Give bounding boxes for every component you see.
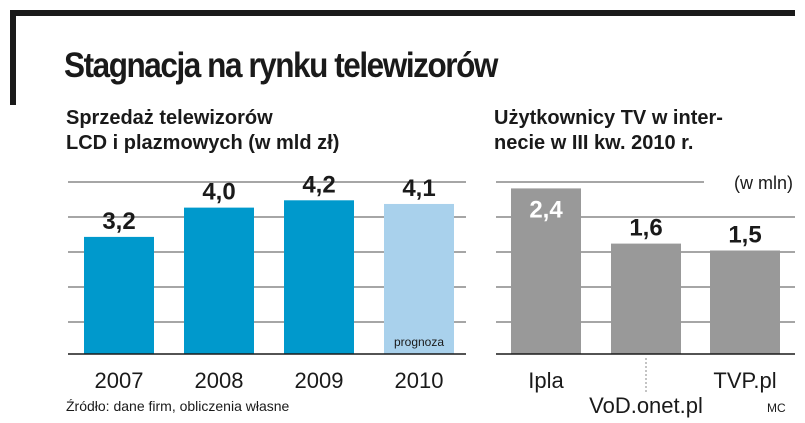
right-bar-0	[511, 188, 581, 354]
left-category-label-2: 2009	[295, 368, 344, 393]
page-title: Stagnacja na rynku telewizorów	[64, 46, 498, 85]
frame-left-rule	[10, 10, 16, 105]
author-credit: MC	[767, 401, 786, 415]
right-category-label-0: Ipla	[528, 368, 564, 393]
left-bar-2008	[184, 207, 254, 354]
left-value-label-3: 4,1	[402, 175, 435, 202]
right-category-label-2: TVP.pl	[713, 368, 776, 393]
right-chart-title-line-1: Użytkownicy TV w inter-	[494, 107, 723, 129]
source-note: Źródło: dane firm, obliczenia własne	[66, 398, 290, 414]
right-chart-title: Użytkownicy TV w inter- necie w III kw. …	[494, 106, 723, 156]
right-unit-label: (w mln)	[734, 173, 793, 193]
left-category-label-0: 2007	[95, 368, 144, 393]
left-chart-title: Sprzedaż telewizorów LCD i plazmowych (w…	[66, 106, 339, 156]
right-bar-2	[710, 250, 780, 354]
frame-top-rule	[10, 10, 795, 16]
left-category-label-1: 2008	[195, 368, 244, 393]
right-bar-1	[611, 243, 681, 354]
right-category-label-1: VoD.onet.pl	[589, 393, 703, 418]
left-bar-2010	[384, 203, 454, 354]
left-category-label-3: 2010	[395, 368, 444, 393]
left-value-label-0: 3,2	[102, 208, 135, 235]
right-value-label-2: 1,5	[728, 222, 761, 249]
left-value-label-2: 4,2	[302, 171, 335, 198]
left-bar-annotation-3: prognoza	[394, 335, 444, 349]
left-chart-title-line-2: LCD i plazmowych (w mld zł)	[66, 132, 340, 154]
right-value-label-1: 1,6	[629, 215, 662, 242]
left-value-label-1: 4,0	[202, 179, 235, 206]
left-bar-2009	[284, 200, 354, 354]
left-bar-2007	[84, 236, 154, 354]
right-value-label-0: 2,4	[529, 196, 563, 223]
right-chart-title-line-2: necie w III kw. 2010 r.	[494, 132, 694, 154]
left-chart-title-line-1: Sprzedaż telewizorów	[66, 107, 273, 129]
